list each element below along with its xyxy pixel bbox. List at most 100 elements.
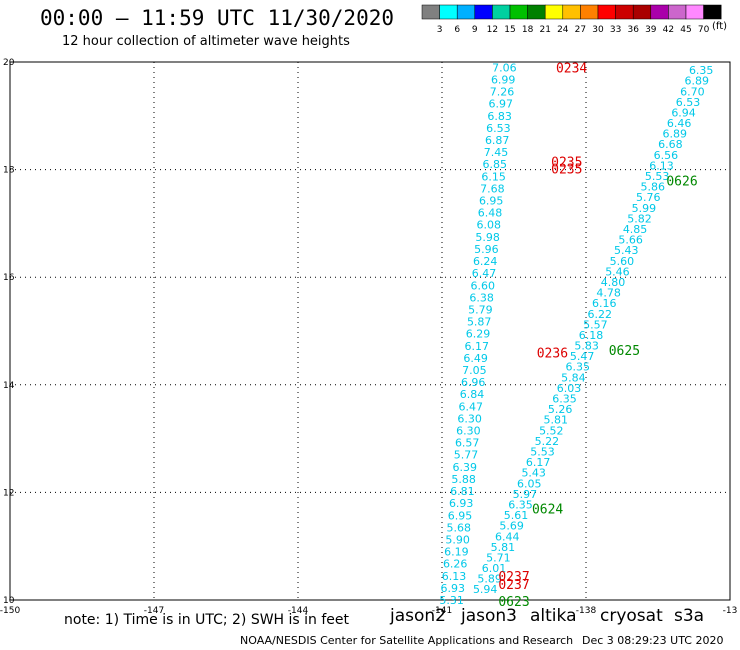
scale-tick-label: 15 — [504, 25, 515, 35]
scale-swatch — [668, 4, 687, 20]
wave-height-point-b: 6.68 — [658, 138, 683, 151]
wave-height-point-a: 5.90 — [445, 533, 470, 546]
wave-height-point-a: 6.57 — [455, 437, 480, 450]
wave-height-point-a: 6.38 — [469, 291, 494, 304]
scale-swatch — [421, 4, 440, 20]
chart-subtitle: 12 hour collection of altimeter wave hei… — [62, 34, 350, 49]
wave-height-point-b: 6.44 — [495, 530, 520, 543]
scale-tick-label: 18 — [522, 25, 534, 35]
wave-height-point-b: 6.03 — [557, 382, 582, 395]
wave-height-point-b: 6.46 — [667, 117, 692, 130]
scale-swatch — [615, 4, 634, 20]
wave-height-point-b: 6.35 — [689, 64, 714, 77]
credit-line: NOAA/NESDIS Center for Satellite Applica… — [240, 634, 574, 647]
wave-height-point-b: 5.60 — [610, 255, 635, 268]
wave-height-point-b: 6.35 — [552, 393, 577, 406]
wave-height-point-a: 6.93 — [441, 582, 466, 595]
wave-height-point-a: 6.53 — [486, 122, 511, 135]
pass-time-label: 0235 — [551, 156, 582, 171]
scale-swatch — [650, 4, 669, 20]
wave-height-point-a: 5.68 — [447, 521, 472, 534]
scale-tick-label: 33 — [610, 25, 621, 35]
scale-tick-label: 9 — [472, 25, 478, 35]
wave-height-point-a: 6.99 — [491, 73, 516, 86]
wave-height-point-a: 6.29 — [466, 328, 491, 341]
pass-time-label: 0236 — [537, 347, 568, 362]
x-tick-label: -138 — [576, 606, 597, 616]
wave-height-point-b: 6.01 — [482, 562, 507, 575]
scale-tick-label: 27 — [575, 25, 586, 35]
wave-height-point-b: 6.16 — [592, 297, 617, 310]
scale-swatch — [632, 4, 652, 20]
wave-height-point-b: 5.46 — [605, 265, 630, 278]
footer-note: note: 1) Time is in UTC; 2) SWH is in fe… — [64, 612, 350, 628]
pass-time-label: 0625 — [609, 344, 640, 359]
wave-height-point-b: 5.43 — [614, 244, 639, 257]
scale-tick-label: 30 — [592, 25, 604, 35]
scale-swatch — [509, 4, 528, 20]
scale-tick-label: 42 — [663, 25, 674, 35]
scale-swatch — [544, 4, 564, 20]
wave-height-point-a: 6.13 — [442, 570, 467, 583]
wave-height-point-a: 6.26 — [443, 558, 468, 571]
wave-height-point-b: 5.81 — [543, 414, 568, 427]
pass-time-label: 0235 — [551, 163, 582, 178]
pass-time-label: 0624 — [532, 503, 563, 518]
wave-height-point-b: 5.71 — [486, 551, 511, 564]
wave-height-point-a: 6.87 — [485, 134, 510, 147]
wave-height-point-a: 7.06 — [492, 61, 517, 74]
wave-height-point-a: 6.49 — [463, 352, 488, 365]
legend-cryosat: cryosat — [600, 606, 663, 626]
wave-height-point-b: 4.85 — [623, 223, 648, 236]
wave-height-point-b: 5.26 — [548, 403, 573, 416]
wave-height-point-a: 6.84 — [460, 388, 485, 401]
y-tick-label: 16 — [3, 273, 15, 283]
wave-height-point-b: 6.22 — [588, 308, 613, 321]
scale-tick-label: 36 — [627, 25, 639, 35]
wave-height-point-b: 5.81 — [491, 541, 516, 554]
wave-height-point-b: 6.94 — [671, 106, 696, 119]
scale-swatch — [597, 4, 616, 20]
wave-height-point-b: 5.99 — [632, 202, 657, 215]
wave-height-point-a: 6.24 — [473, 255, 498, 268]
wave-height-point-a: 6.30 — [457, 412, 482, 425]
wave-height-point-b: 5.52 — [539, 424, 564, 437]
wave-height-point-b: 5.47 — [570, 350, 595, 363]
wave-height-point-a: 6.97 — [489, 98, 514, 111]
wave-height-point-a: 5.79 — [468, 303, 493, 316]
wave-height-point-a: 6.95 — [479, 195, 504, 208]
legend-jason2: jason2 — [390, 606, 446, 626]
wave-height-point-b: 5.53 — [645, 170, 670, 183]
y-tick-label: 20 — [3, 58, 15, 68]
wave-height-point-b: 5.66 — [618, 234, 643, 247]
wave-height-point-a: 7.68 — [480, 182, 505, 195]
legend-jason3: jason3 — [461, 606, 517, 626]
wave-height-point-b: 4.78 — [596, 287, 621, 300]
y-tick-label: 18 — [3, 166, 15, 176]
scale-tick-label: 70 — [698, 25, 710, 35]
scale-unit-label: (ft) — [712, 21, 728, 32]
wave-height-point-b: 6.18 — [579, 329, 604, 342]
wave-height-point-a: 6.96 — [461, 376, 486, 389]
x-tick-label: -13 — [723, 606, 738, 616]
x-tick-label: -141 — [432, 606, 452, 616]
wave-height-point-b: 6.70 — [680, 85, 705, 98]
wave-height-point-b: 6.89 — [685, 75, 710, 88]
wave-height-point-b: 5.94 — [473, 583, 498, 596]
wave-height-point-a: 5.31 — [439, 594, 464, 607]
wave-height-point-b: 6.17 — [526, 456, 551, 469]
wave-height-point-a: 6.81 — [450, 485, 475, 498]
x-tick-label: -144 — [288, 606, 309, 616]
wave-height-point-a: 6.47 — [472, 267, 497, 280]
scale-tick-label: 24 — [557, 25, 569, 35]
wave-height-point-b: 6.35 — [566, 361, 591, 374]
wave-height-point-b: 5.76 — [636, 191, 661, 204]
scale-swatch — [456, 4, 476, 20]
wave-height-point-a: 5.96 — [474, 243, 499, 256]
wave-height-point-a: 6.48 — [478, 207, 503, 220]
wave-height-point-b: 4.80 — [601, 276, 626, 289]
wave-height-point-a: 6.60 — [471, 279, 496, 292]
scale-tick-label: 21 — [539, 25, 550, 35]
wave-height-point-b: 6.13 — [649, 159, 674, 172]
wave-height-point-b: 5.43 — [521, 467, 546, 480]
